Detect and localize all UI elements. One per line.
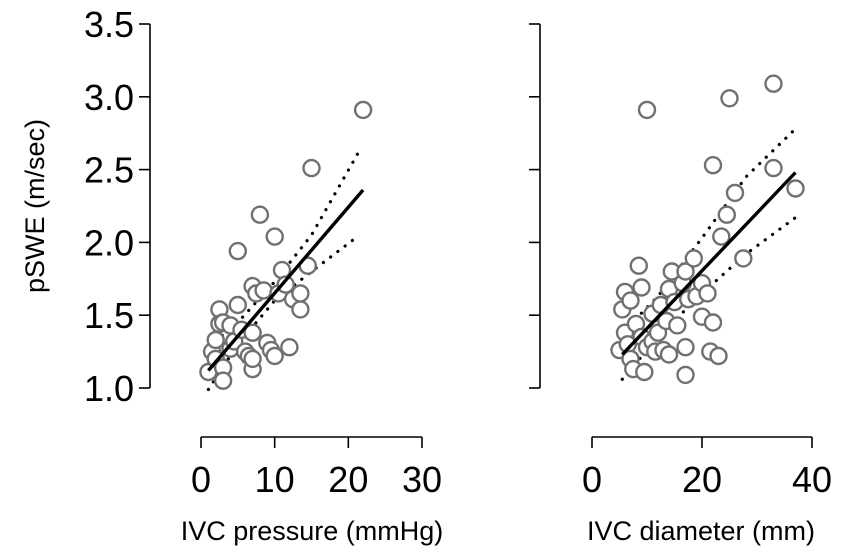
data-point [206,330,225,350]
data-point [684,249,703,268]
x-tick-label: 20 [328,459,368,500]
data-point [709,346,728,366]
data-point [213,371,233,390]
data-point [265,227,284,246]
data-point [629,256,648,275]
data-point [725,183,745,203]
data-point [676,338,695,357]
y-ticks: 1.0 1.5 2.0 2.5 3.0 3.5 [84,4,150,409]
y-tick-label: 2.0 [84,222,134,263]
y-tick-label: 1.5 [84,295,134,336]
data-point [659,345,679,364]
data-point [676,262,695,281]
panel-ivc-pressure: pSWE (m/sec) IVC pressure (mmHg) 1.0 1.5 2… [20,4,443,546]
fit-group [621,171,797,356]
data-point [280,338,299,357]
points-group [199,100,373,390]
regression-line [207,188,365,372]
data-point [228,241,248,261]
x-tick-label: 0 [582,459,602,500]
y-tick-label: 2.5 [84,150,134,191]
data-point [228,295,248,315]
ci-group [206,149,361,392]
data-point [720,89,739,108]
x-tick-label: 10 [255,459,295,500]
x-ticks: 0 20 40 [582,437,832,500]
x-axis-title: IVC diameter (mm) [587,516,815,546]
x-tick-label: 40 [792,459,832,500]
y-axis-title: pSWE (m/sec) [20,119,50,293]
data-point [676,365,695,385]
data-point [786,179,805,198]
x-tick-label: 0 [191,459,211,500]
data-point [717,205,736,224]
data-point [703,313,723,332]
x-axis-title: IVC pressure (mmHg) [181,516,444,546]
panel-ivc-diameter: IVC diameter (mm) 0 20 40 [529,23,832,546]
data-point [291,300,310,319]
ci-lower-line [206,233,361,392]
data-point [764,74,783,93]
data-point [353,100,373,120]
data-point [254,281,273,300]
data-point [668,316,687,335]
x-tick-label: 20 [682,459,722,500]
data-point [712,227,731,246]
data-point [291,284,310,303]
data-point [302,158,321,178]
fit-group [207,188,365,372]
data-point [265,346,284,366]
data-point [276,275,295,294]
data-point [764,158,783,178]
regression-line [621,171,797,356]
data-point [243,323,262,342]
data-point [734,249,753,268]
data-point [250,205,270,224]
data-point [621,291,640,310]
data-point [635,362,654,382]
y-tick-label: 3.5 [84,4,134,45]
data-point [632,278,651,297]
y-tick-label: 3.0 [84,77,134,118]
x-tick-label: 30 [402,459,442,500]
x-ticks: 0 10 20 30 [191,437,442,500]
data-point [703,155,723,175]
y-tick-label: 1.0 [84,368,134,409]
data-point [698,284,717,303]
data-point [243,349,262,369]
y-ticks [529,23,540,389]
data-point [637,100,657,120]
